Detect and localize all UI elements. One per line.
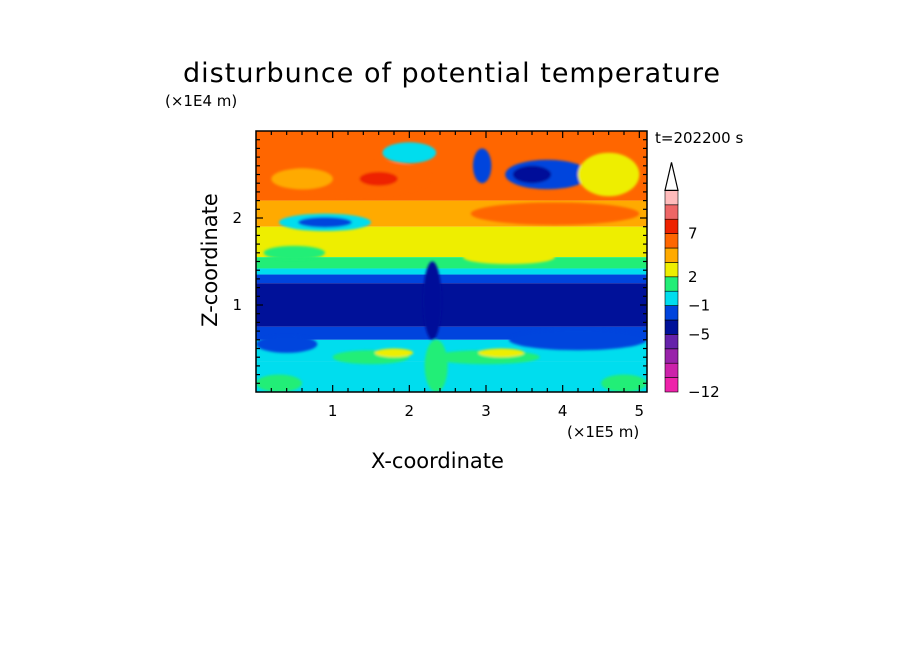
field-band-9 bbox=[256, 361, 647, 392]
x-tick-label: 1 bbox=[328, 402, 338, 420]
contour-plot-area bbox=[256, 131, 647, 392]
colorbar-swatch-0 bbox=[664, 377, 679, 393]
y-tick-label: 1 bbox=[232, 296, 242, 314]
colorbar-swatch-5 bbox=[664, 305, 679, 321]
field-blob-22 bbox=[601, 374, 647, 392]
colorbar-label: −5 bbox=[688, 325, 710, 343]
x-tick-label: 5 bbox=[635, 402, 645, 420]
field-blob-11 bbox=[463, 250, 555, 265]
field-blob-1 bbox=[359, 171, 398, 186]
y-scale-label: (×1E4 m) bbox=[165, 92, 238, 110]
field-blob-12 bbox=[263, 245, 326, 260]
x-scale-label: (×1E5 m) bbox=[567, 423, 640, 441]
colorbar-extend-arrow bbox=[664, 162, 679, 191]
field-blob-21 bbox=[256, 374, 302, 392]
field-band-5 bbox=[256, 274, 647, 284]
x-tick-label: 2 bbox=[405, 402, 415, 420]
field-blob-18 bbox=[509, 329, 647, 351]
field-blob-20 bbox=[424, 339, 448, 392]
field-band-6 bbox=[256, 283, 647, 327]
y-axis: 12 bbox=[232, 139, 647, 384]
colorbar-label: −1 bbox=[688, 297, 710, 315]
colorbar-swatch-2 bbox=[664, 348, 679, 364]
field-blob-8 bbox=[512, 165, 552, 184]
colorbar-label: 2 bbox=[688, 268, 698, 286]
field-blob-15 bbox=[374, 348, 414, 358]
y-tick-label: 2 bbox=[232, 209, 242, 227]
colorbar-swatch-11 bbox=[664, 218, 679, 234]
colorbar-swatch-4 bbox=[664, 319, 679, 335]
y-axis-label: Z-coordinate bbox=[198, 193, 222, 327]
field-blob-17 bbox=[256, 335, 318, 353]
chart-title: disturbunce of potential temperature bbox=[183, 58, 721, 89]
field-blob-6 bbox=[472, 148, 492, 184]
colorbar-label: −12 bbox=[688, 383, 720, 401]
x-axis-label: X-coordinate bbox=[371, 449, 504, 473]
field-blob-5 bbox=[382, 142, 437, 164]
field-blob-19 bbox=[423, 261, 442, 340]
colorbar-swatch-7 bbox=[664, 276, 679, 292]
colorbar-swatch-10 bbox=[664, 233, 679, 249]
colorbar-swatch-12 bbox=[664, 204, 679, 220]
x-axis: 1 2 3 4 5 bbox=[270, 131, 645, 420]
colorbar-swatch-1 bbox=[664, 362, 679, 378]
field-band-4 bbox=[256, 268, 647, 275]
field-blob-16 bbox=[478, 348, 525, 358]
colorbar-swatch-3 bbox=[664, 334, 679, 350]
colorbar-label: 7 bbox=[688, 225, 698, 243]
colorbar-swatch-6 bbox=[664, 290, 679, 306]
x-tick-label: 3 bbox=[481, 402, 491, 420]
colorbar-swatch-9 bbox=[664, 247, 679, 263]
field-blob-2 bbox=[271, 168, 333, 190]
field-blob-9 bbox=[470, 202, 640, 225]
time-label: t=202200 s bbox=[655, 129, 744, 147]
field-band-3 bbox=[256, 257, 647, 269]
field-blob-4 bbox=[298, 217, 352, 228]
x-tick-label: 4 bbox=[558, 402, 568, 420]
colorbar-swatch-13 bbox=[664, 190, 679, 206]
field-blob-10 bbox=[578, 152, 640, 197]
colorbar-swatch-8 bbox=[664, 262, 679, 278]
colorbar: −12−5−127 bbox=[664, 162, 720, 401]
